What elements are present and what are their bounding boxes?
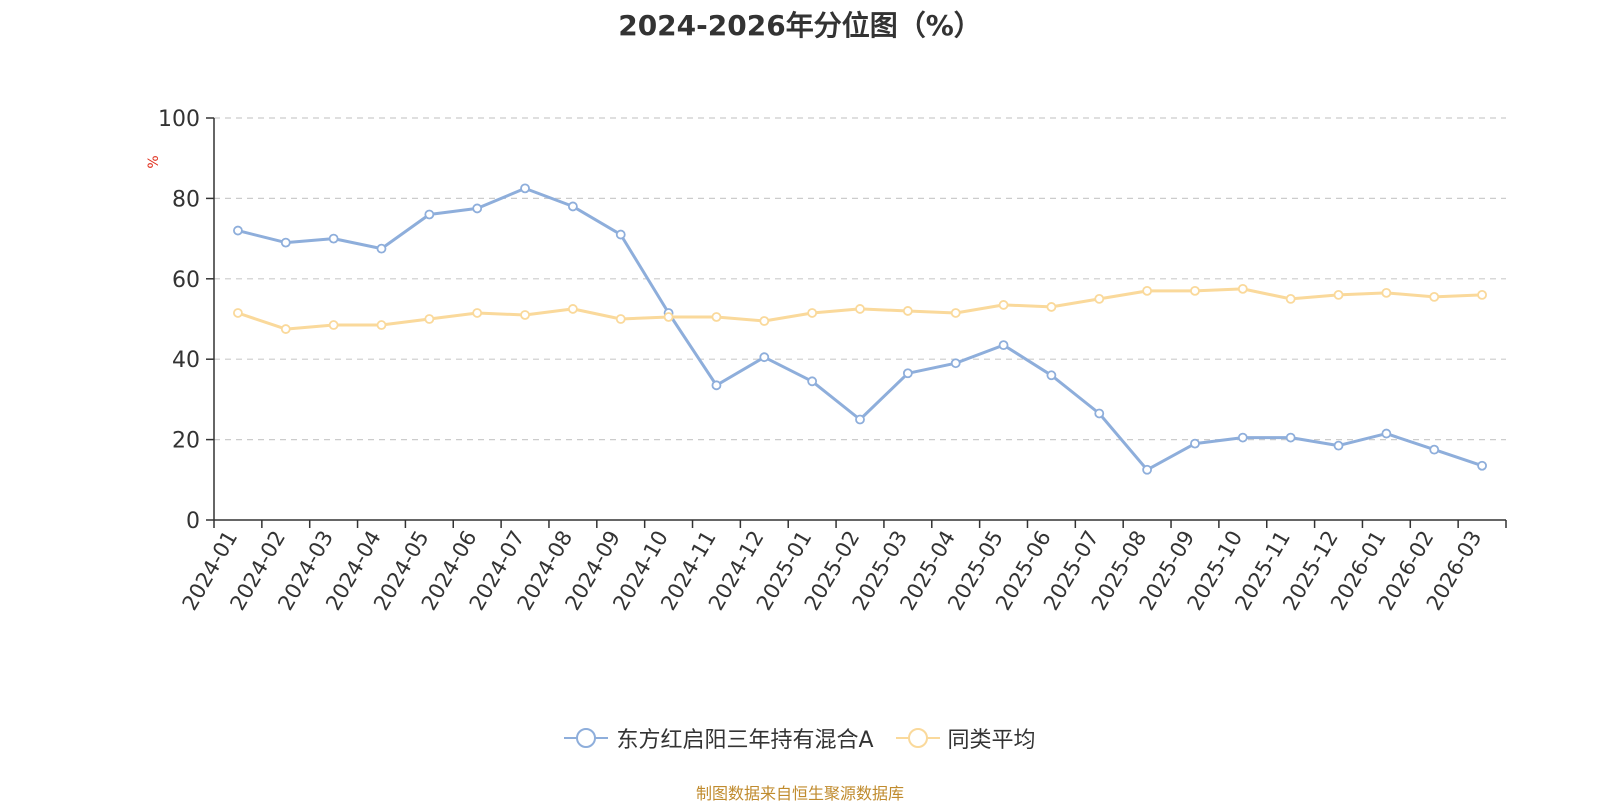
series-1-point-2024-07: [520, 310, 530, 320]
series-0-point-2025-03: [902, 368, 913, 379]
series-0-point-2025-08: [1142, 464, 1153, 475]
series-0-point-2025-12: [1333, 440, 1344, 451]
series-1-point-2024-08: [567, 304, 578, 314]
series-1-point-2025-04: [950, 308, 961, 318]
series-0-point-2024-02: [280, 237, 291, 248]
series-1-point-2025-09: [1190, 285, 1200, 296]
series-layer: [233, 183, 1487, 475]
legend: 东方红启阳三年持有混合A 同类平均: [0, 722, 1600, 754]
series-0-point-2026-03: [1477, 460, 1487, 471]
y-tick-label-100: 100: [158, 107, 200, 132]
y-axis-unit-label: %: [146, 155, 162, 168]
legend-item-average[interactable]: 同类平均: [895, 722, 1036, 754]
series-0-point-2024-07: [520, 183, 530, 194]
chart-title: 2024-2026年分位图（%）: [618, 9, 982, 42]
y-tick-label-60: 60: [172, 268, 200, 293]
y-tick-label-80: 80: [172, 187, 200, 212]
series-1-point-2025-06: [1046, 302, 1057, 312]
series-1-point-2024-12: [759, 316, 770, 326]
series-0-point-2024-01: [233, 225, 243, 236]
series-0-point-2025-05: [998, 340, 1009, 351]
grid-layer: [214, 117, 1506, 441]
series-0-point-2024-03: [328, 233, 339, 244]
series-1-point-2025-11: [1285, 293, 1296, 304]
series-1-point-2024-06: [472, 308, 483, 318]
series-0-point-2025-09: [1190, 438, 1200, 449]
y-tick-label-40: 40: [172, 348, 200, 373]
series-1-point-2024-05: [424, 314, 435, 324]
series-1-point-2025-03: [902, 306, 913, 316]
series-0-point-2024-11: [711, 380, 722, 391]
series-1-point-2025-08: [1142, 285, 1153, 296]
series-1-point-2024-09: [615, 314, 626, 324]
series-0-point-2026-01: [1381, 428, 1392, 439]
axis-layer: 0204060801002024-012024-022024-032024-04…: [158, 107, 1507, 614]
series-1-point-2024-02: [280, 324, 291, 334]
series-1-point-2026-02: [1429, 291, 1440, 302]
series-0-point-2026-02: [1429, 444, 1440, 455]
legend-symbol-average: [895, 728, 940, 748]
legend-label-average: 同类平均: [947, 728, 1036, 753]
series-0-point-2025-01: [807, 376, 818, 387]
legend-item-fund[interactable]: 东方红启阳三年持有混合A: [564, 722, 874, 754]
series-1-point-2026-01: [1381, 287, 1392, 298]
series-1-point-2025-07: [1094, 293, 1105, 304]
series-1-point-2026-03: [1477, 289, 1487, 300]
legend-label-fund: 东方红启阳三年持有混合A: [616, 728, 874, 753]
series-0-point-2024-06: [472, 203, 483, 214]
series-0-point-2025-06: [1046, 370, 1057, 381]
series-1-point-2024-04: [376, 320, 387, 330]
series-0-point-2024-04: [376, 243, 387, 254]
series-0-point-2024-05: [424, 209, 435, 220]
series-0-point-2025-04: [950, 358, 961, 369]
series-1-point-2024-11: [711, 312, 722, 322]
y-tick-label-0: 0: [186, 509, 200, 534]
series-0-point-2025-10: [1237, 432, 1248, 443]
series-1-point-2025-01: [807, 308, 818, 318]
legend-symbol-fund: [564, 728, 609, 748]
series-1-point-2024-10: [663, 312, 674, 322]
series-1-point-2024-01: [233, 308, 243, 318]
series-0-point-2025-07: [1094, 408, 1105, 419]
series-0-point-2024-09: [615, 229, 626, 240]
series-1-point-2025-05: [998, 300, 1009, 310]
series-0-point-2024-08: [567, 201, 578, 212]
series-0-point-2025-02: [855, 414, 865, 425]
series-1-point-2025-12: [1333, 289, 1344, 300]
source-note: 制图数据来自恒生聚源数据库: [695, 784, 904, 803]
series-1-point-2024-03: [328, 320, 339, 330]
series-line-0: [237, 186, 1483, 472]
line-chart: 0204060801002024-012024-022024-032024-04…: [146, 107, 1507, 614]
series-0-point-2025-11: [1285, 432, 1296, 443]
series-1-point-2025-02: [855, 304, 865, 314]
series-1-point-2025-10: [1237, 283, 1248, 294]
series-0-point-2024-12: [759, 352, 770, 363]
y-tick-label-20: 20: [172, 429, 200, 454]
